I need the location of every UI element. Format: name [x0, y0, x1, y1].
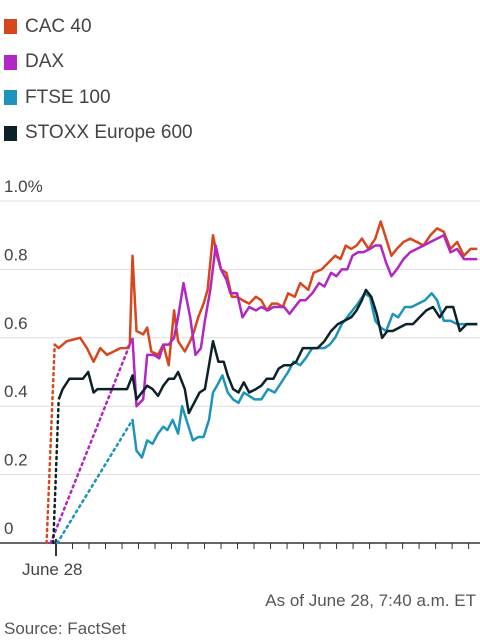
y-tick-label: 0 — [4, 519, 13, 538]
series-line — [57, 288, 478, 415]
series-line — [131, 233, 478, 408]
series-gap-line — [45, 343, 56, 545]
as-of-note: As of June 28, 7:40 a.m. ET — [265, 591, 476, 610]
y-tick-label: 0.4 — [4, 382, 28, 401]
legend-item: FTSE 100 — [4, 80, 193, 116]
legend-item: STOXX Europe 600 — [4, 116, 193, 152]
legend-swatch — [4, 54, 17, 70]
series-line — [53, 220, 478, 367]
y-tick-label: 0.2 — [4, 451, 28, 470]
source-note: Source: FactSet — [4, 619, 126, 638]
legend-swatch — [4, 125, 17, 141]
chart-legend: CAC 40 DAX FTSE 100 STOXX Europe 600 — [4, 9, 193, 151]
y-tick-label: 0.6 — [4, 314, 28, 333]
series-gap-line — [52, 398, 60, 545]
series-gap-line — [49, 336, 134, 545]
legend-label: FTSE 100 — [25, 86, 111, 108]
series-gap-line — [56, 418, 134, 545]
x-tick-label: June 28 — [22, 560, 83, 579]
legend-label: STOXX Europe 600 — [25, 122, 193, 144]
y-tick-label: 1.0% — [4, 177, 43, 196]
y-tick-label: 0.8 — [4, 245, 28, 264]
legend-label: CAC 40 — [25, 15, 92, 37]
series-line — [131, 292, 478, 459]
legend-item: DAX — [4, 45, 193, 81]
legend-swatch — [4, 19, 17, 35]
legend-label: DAX — [25, 51, 65, 73]
line-chart: 1.0% 0.8 0.6 0.4 0.2 0 June 28 — [0, 177, 480, 579]
legend-item: CAC 40 — [4, 9, 193, 45]
legend-swatch — [4, 90, 17, 106]
